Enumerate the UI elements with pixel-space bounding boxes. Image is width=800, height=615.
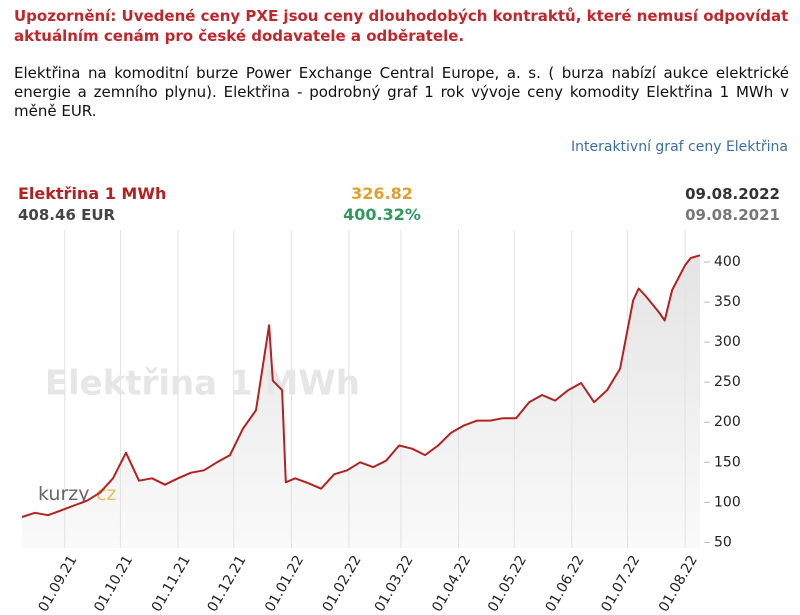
y-tick-label: 400 xyxy=(714,254,741,270)
x-tick-label: 01.01.22 xyxy=(262,553,307,615)
x-tick-label: 01.07.22 xyxy=(598,553,643,615)
date-start: 09.08.2021 xyxy=(685,206,780,224)
y-tick-label: 350 xyxy=(714,294,741,310)
x-tick-label: 01.08.22 xyxy=(656,553,701,615)
description: Elektřina na komoditní burze Power Excha… xyxy=(14,64,789,120)
change: 326.82 xyxy=(351,184,413,203)
watermark: Elektřina 1 MWh xyxy=(45,364,360,404)
y-tick-label: 50 xyxy=(714,534,732,550)
logo-text: kurzy xyxy=(38,483,90,505)
logo: kurzy cz xyxy=(38,483,116,505)
y-tick-label: 300 xyxy=(714,334,741,350)
chart-link[interactable]: Interaktivní graf ceny Elektřina xyxy=(571,139,788,155)
price: 408.46 EUR xyxy=(18,206,116,224)
y-tick-label: 250 xyxy=(714,374,741,390)
change-percent: 400.32% xyxy=(343,205,421,224)
line xyxy=(21,254,701,518)
x-tick-label: 01.09.21 xyxy=(35,553,80,615)
y-tick-label: 100 xyxy=(714,494,741,510)
x-tick-label: 01.06.22 xyxy=(543,553,588,615)
date-end: 09.08.2022 xyxy=(685,185,780,203)
x-tick-label: 01.11.21 xyxy=(149,553,194,615)
x-tick-label: 01.12.21 xyxy=(205,553,250,615)
x-tick-label: 01.04.22 xyxy=(429,553,474,615)
warning: Upozornění: Uvedené ceny PXE jsou ceny d… xyxy=(14,7,789,45)
y-tick-label: 200 xyxy=(714,414,741,430)
x-tick-label: 01.03.22 xyxy=(372,553,417,615)
logo-text: cz xyxy=(96,483,116,505)
x-tick-label: 01.05.22 xyxy=(485,553,530,615)
x-tick-label: 01.02.22 xyxy=(320,553,365,615)
area xyxy=(22,255,700,549)
x-tick-label: 01.10.21 xyxy=(91,553,136,615)
chart-title: Elektřina 1 MWh xyxy=(18,184,166,203)
y-tick-label: 150 xyxy=(714,454,741,470)
